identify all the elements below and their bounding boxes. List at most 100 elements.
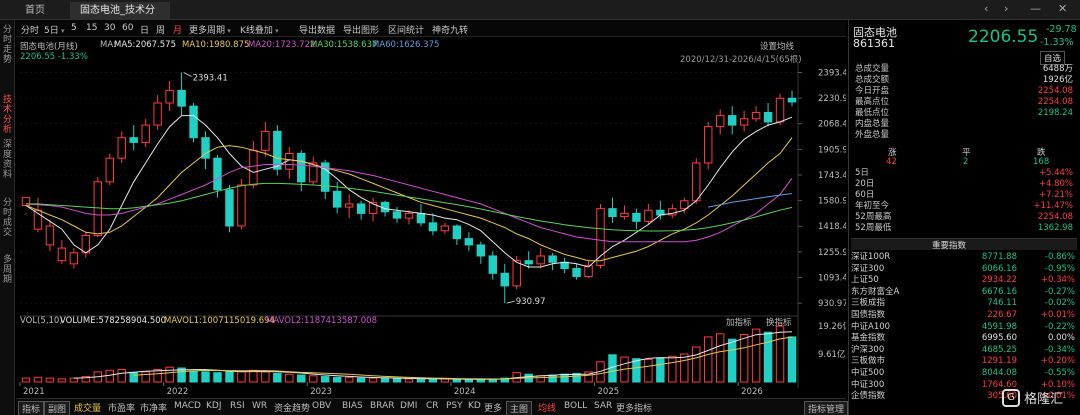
- more-main-indicators[interactable]: 更多指标: [616, 404, 653, 414]
- candle-body: [751, 111, 761, 120]
- indicator-tab[interactable]: MACD: [174, 401, 201, 411]
- index-change: 0.00%: [1047, 333, 1075, 344]
- swap-indicator-button[interactable]: 换指标: [766, 318, 792, 328]
- indicator-tab[interactable]: DMI: [400, 401, 418, 411]
- period-15min[interactable]: 15: [86, 23, 98, 33]
- kline-chart[interactable]: 2393.41 2230.92 2068.42 1905.93 1743.44 1580.…: [16, 62, 846, 398]
- watermark-logo-icon: G: [1002, 388, 1020, 407]
- volume-bar: [452, 379, 462, 383]
- candle-body: [536, 255, 545, 265]
- quote-row-label: 最高点位: [855, 97, 890, 107]
- indicator-tab[interactable]: BIAS: [342, 401, 363, 411]
- perf-row-value: +5.44%: [1038, 168, 1073, 178]
- nav-multi-period[interactable]: 多周期: [2, 255, 12, 285]
- volume-bar: [644, 358, 653, 383]
- index-price: 1291.19: [981, 356, 1017, 367]
- add-indicator-button[interactable]: 加指标: [726, 318, 752, 328]
- period-day[interactable]: 日: [140, 26, 150, 36]
- candle-body: [165, 89, 174, 104]
- indicator-tab[interactable]: KD: [468, 401, 481, 411]
- export-data-button[interactable]: 导出数据: [299, 26, 336, 36]
- period-intraday[interactable]: 分时: [21, 26, 40, 36]
- volume-bar: [213, 372, 222, 383]
- index-row[interactable]: 三板成指 746.11 -0.02%: [851, 298, 1077, 309]
- magic-nine-button[interactable]: 神奇九转: [432, 26, 469, 36]
- index-row[interactable]: 中证A100 4591.98 -0.22%: [851, 322, 1077, 333]
- candle-body: [392, 211, 402, 219]
- export-chart-button[interactable]: 导出图形: [343, 26, 380, 36]
- ma-overlay-tab[interactable]: 均线: [538, 404, 557, 414]
- index-price: 6995.60: [981, 333, 1017, 344]
- nav-intraday[interactable]: 分时走势: [2, 25, 12, 65]
- period-5day[interactable]: 5日: [44, 23, 64, 36]
- nav-tick-trades[interactable]: 分时成交: [2, 198, 12, 238]
- index-name: 企债指数: [851, 391, 886, 402]
- perf-row-value: +7.21%: [1038, 190, 1073, 200]
- add-watchlist-button[interactable]: 自选: [1040, 51, 1066, 65]
- index-name: 三板做市: [851, 356, 886, 367]
- indicator-tab[interactable]: BRAR: [370, 401, 395, 411]
- nav-deep-data[interactable]: 深度资料: [2, 140, 12, 180]
- index-row[interactable]: 东方财富全A 6676.16 -0.27%: [851, 287, 1077, 298]
- high-pointer: [183, 72, 192, 77]
- volume-bar: [141, 371, 150, 383]
- indicator-tab[interactable]: 市净率: [140, 404, 168, 414]
- indicator-tab[interactable]: RSI: [230, 401, 245, 411]
- perf-row-label: 52周最高: [855, 212, 892, 222]
- index-row[interactable]: 国债指数 226.67 +0.01%: [851, 310, 1077, 321]
- sar-tab[interactable]: SAR: [594, 401, 613, 411]
- index-row[interactable]: 基金指数 6995.60 0.00%: [851, 333, 1077, 344]
- main-chart-tab[interactable]: 主图: [506, 401, 533, 415]
- index-row[interactable]: 中证300 1764.60 +0.10%: [851, 380, 1077, 391]
- index-row[interactable]: 中证500 8044.08 -0.55%: [851, 368, 1077, 379]
- volume-bar: [464, 379, 474, 383]
- indicator-tab[interactable]: KDJ: [206, 401, 222, 411]
- quote-row-value: 6488万: [1042, 64, 1073, 74]
- tab-home[interactable]: 首页: [25, 5, 45, 16]
- indicator-tab[interactable]: CR: [426, 401, 439, 411]
- indicator-tab[interactable]: 副图: [44, 401, 71, 415]
- period-month[interactable]: 月: [173, 26, 183, 36]
- index-row[interactable]: 三板做市 1291.19 +0.20%: [851, 356, 1077, 367]
- nav-technical[interactable]: 技术分析: [2, 95, 12, 135]
- volume-bar: [727, 338, 737, 383]
- minimize-icon[interactable]: —: [1030, 2, 1041, 15]
- indicator-tab[interactable]: 指标: [18, 401, 45, 415]
- period-60min[interactable]: 60: [122, 23, 134, 33]
- range-stats-button[interactable]: 区间统计: [388, 26, 425, 36]
- forward-icon[interactable]: ›: [1004, 2, 1009, 15]
- indicator-tab[interactable]: 资金趋势: [274, 404, 311, 414]
- quote-row: 最低点位 2198.24: [855, 108, 1073, 118]
- back-icon[interactable]: ‹: [984, 2, 989, 15]
- index-row[interactable]: 沪深300 4685.25 -0.34%: [851, 345, 1077, 356]
- volume-bar: [775, 325, 785, 383]
- close-icon[interactable]: ✕: [1058, 2, 1068, 15]
- period-30min[interactable]: 30: [104, 23, 116, 33]
- candle-body: [512, 260, 521, 287]
- quote-row-label: 总成交额: [855, 75, 890, 85]
- indicator-manage-button[interactable]: 指标管理: [804, 401, 849, 415]
- volume-bar: [321, 376, 330, 383]
- perf-row-value: 2254.08: [1037, 212, 1073, 222]
- period-5min[interactable]: 5: [71, 23, 77, 33]
- tab-technical-analysis[interactable]: 固态电池_技术分析: [70, 2, 170, 34]
- more-period-dropdown[interactable]: 更多周期: [189, 23, 231, 36]
- index-row[interactable]: 深证300 6066.16 -0.95%: [851, 264, 1077, 275]
- volume-bar: [225, 371, 234, 383]
- indicator-tab[interactable]: OBV: [312, 401, 332, 411]
- indicator-tab[interactable]: 市盈率: [108, 404, 136, 414]
- index-price: 746.11: [987, 298, 1017, 309]
- ma-settings-button[interactable]: 设置均线: [760, 42, 795, 52]
- indicator-tab[interactable]: 成交量: [74, 404, 102, 414]
- period-week[interactable]: 周: [156, 26, 166, 36]
- vol-label: VOL(5,10): [20, 316, 63, 326]
- candle-body: [632, 212, 641, 222]
- kline-overlay-dropdown[interactable]: K线叠加: [240, 23, 279, 36]
- indicator-tab[interactable]: PSY: [446, 401, 463, 411]
- index-row[interactable]: 上证50 2934.22 +0.34%: [851, 275, 1077, 286]
- boll-tab[interactable]: BOLL: [564, 401, 588, 411]
- indicator-tab[interactable]: 更多: [484, 404, 503, 414]
- index-row[interactable]: 深证100R 8771.88 -0.86%: [851, 252, 1077, 263]
- indicator-tab[interactable]: WR: [252, 401, 268, 411]
- quote-row: 总成交额 1926亿: [855, 75, 1073, 85]
